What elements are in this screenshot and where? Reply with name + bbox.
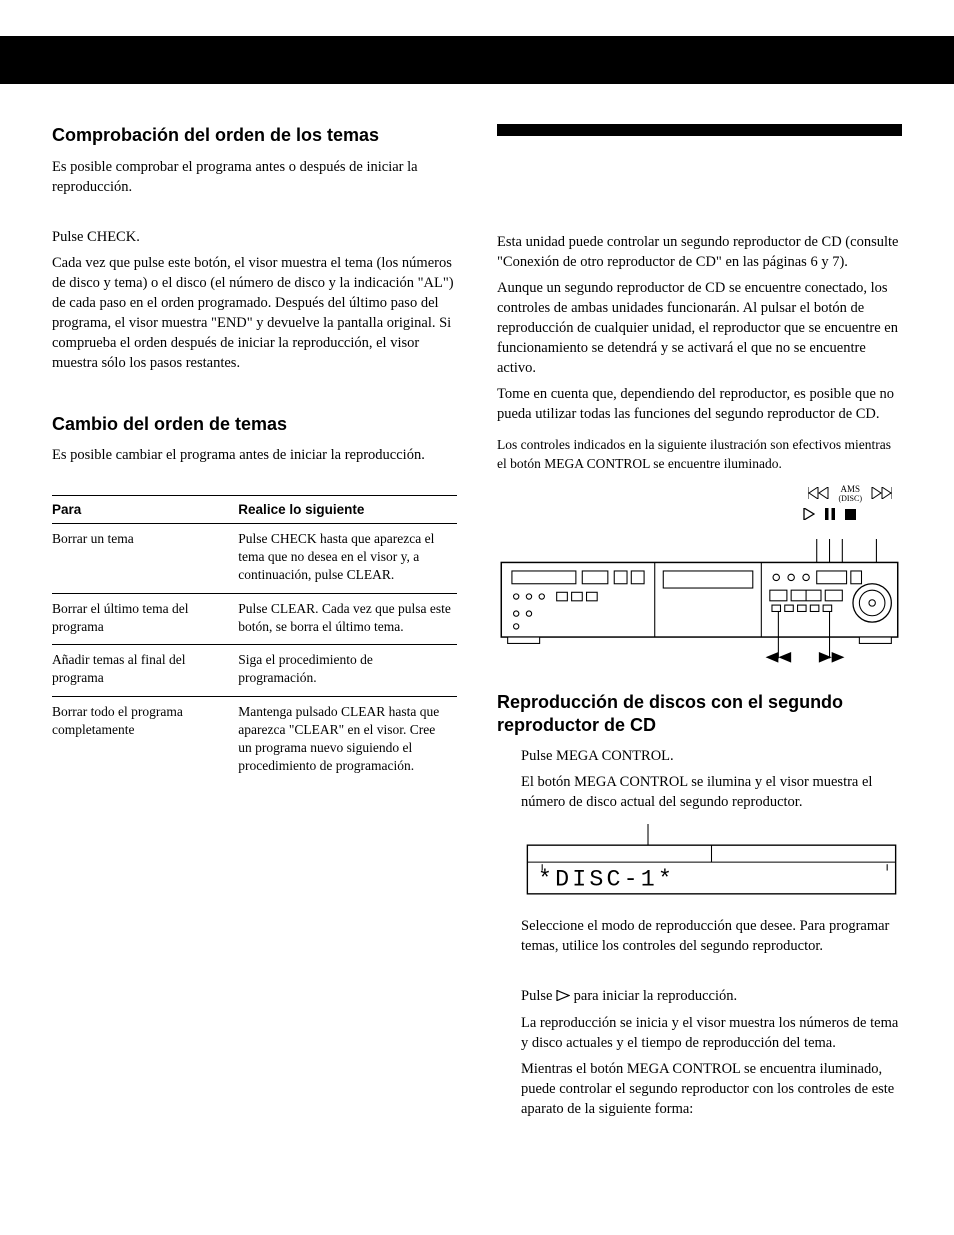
cd-player-diagram (497, 539, 902, 667)
paragraph: Mientras el botón MEGA CONTROL se encuen… (521, 1059, 902, 1119)
skip-back-icon (808, 487, 830, 502)
right-column: Esta unidad puede controlar un segundo r… (497, 124, 902, 1131)
play-outline-icon (556, 987, 570, 1007)
paragraph: Los controles indicados en la siguiente … (497, 436, 902, 473)
spacer (52, 477, 457, 495)
table-row: Borrar todo el programa completamente Ma… (52, 696, 457, 783)
thin-black-bar (497, 124, 902, 136)
paragraph: Es posible cambiar el programa antes de … (52, 445, 457, 465)
table-cell: Añadir temas al final del programa (52, 645, 238, 696)
pause-icon (825, 507, 835, 525)
ams-label: AMS (DISC) (838, 485, 862, 503)
heading-check-order: Comprobación del orden de los temas (52, 124, 457, 147)
paragraph: Pulse MEGA CONTROL. (521, 746, 902, 766)
paragraph: Seleccione el modo de reproducción que d… (521, 916, 902, 956)
heading-second-player: Reproducción de discos con el segundo re… (497, 691, 902, 736)
paragraph: Aunque un segundo reproductor de CD se e… (497, 278, 902, 378)
ams-text: AMS (840, 484, 860, 494)
play-icon (803, 507, 815, 525)
table-header: Para (52, 496, 238, 524)
lcd-text: *DISC-1* (538, 867, 675, 893)
transport-icons-row (497, 507, 902, 525)
spacer (497, 136, 902, 232)
two-column-layout: Comprobación del orden de los temas Es p… (0, 124, 954, 1171)
paragraph: Es posible comprobar el programa antes o… (52, 157, 457, 197)
left-column: Comprobación del orden de los temas Es p… (52, 124, 457, 1131)
spacer (52, 385, 457, 413)
text-fragment: para iniciar la reproducción. (570, 988, 737, 1004)
paragraph: Tome en cuenta que, dependiendo del repr… (497, 384, 902, 424)
table-cell: Borrar el último tema del programa (52, 593, 238, 644)
device-top-labels: AMS (DISC) (497, 485, 902, 503)
table-cell: Borrar un tema (52, 524, 238, 594)
procedure-table: Para Realice lo siguiente Borrar un tema… (52, 495, 457, 783)
table-cell: Mantenga pulsado CLEAR hasta que aparezc… (238, 696, 457, 783)
paragraph: Pulse CHECK. (52, 227, 457, 247)
spacer (52, 209, 457, 227)
paragraph: Cada vez que pulse este botón, el visor … (52, 253, 457, 373)
paragraph: Esta unidad puede controlar un segundo r… (497, 232, 902, 272)
page-root: Comprobación del orden de los temas Es p… (0, 36, 954, 1171)
table-cell: Pulse CHECK hasta que aparezca el tema q… (238, 524, 457, 594)
table-header: Realice lo siguiente (238, 496, 457, 524)
table-row: Borrar el último tema del programa Pulse… (52, 593, 457, 644)
text-fragment: Pulse (521, 988, 556, 1004)
lcd-display: *DISC-1* (521, 824, 902, 898)
paragraph: La reproducción se inicia y el visor mue… (521, 1013, 902, 1053)
table-cell: Pulse CLEAR. Cada vez que pulsa este bot… (238, 593, 457, 644)
top-black-bar (0, 36, 954, 84)
table-row: Añadir temas al final del programa Siga … (52, 645, 457, 696)
skip-forward-icon (870, 487, 892, 502)
paragraph: Pulse para iniciar la reproducción. (521, 986, 902, 1007)
table-cell: Borrar todo el programa completamente (52, 696, 238, 783)
paragraph: El botón MEGA CONTROL se ilumina y el vi… (521, 772, 902, 812)
disc-text: (DISC) (838, 494, 862, 503)
heading-change-order: Cambio del orden de temas (52, 413, 457, 436)
step-block: Pulse MEGA CONTROL. El botón MEGA CONTRO… (497, 746, 902, 1119)
device-illustration (497, 539, 902, 667)
stop-icon (845, 507, 856, 525)
table-cell: Siga el procedimiento de programación. (238, 645, 457, 696)
spacer (521, 968, 902, 986)
spacer (521, 898, 902, 916)
table-header-row: Para Realice lo siguiente (52, 496, 457, 524)
table-row: Borrar un tema Pulse CHECK hasta que apa… (52, 524, 457, 594)
